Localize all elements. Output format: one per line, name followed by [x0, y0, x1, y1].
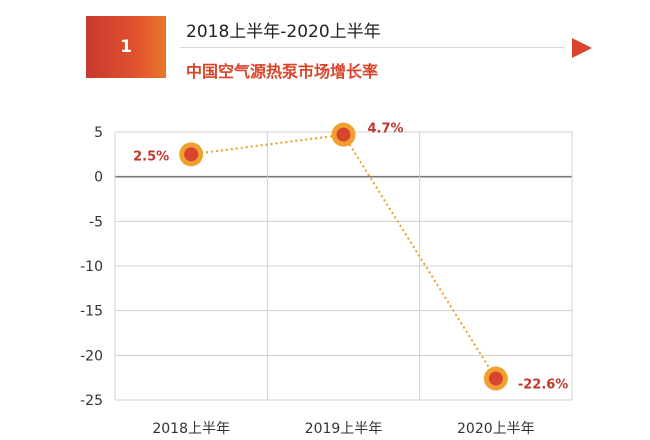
y-tick-label: -25	[80, 393, 103, 409]
series-line-path	[191, 133, 497, 380]
period-heading: 2018上半年-2020上半年	[186, 22, 381, 42]
header-divider	[180, 47, 564, 48]
y-tick-label: -10	[80, 259, 103, 275]
data-label: 2.5%	[133, 149, 169, 164]
data-label: -22.6%	[518, 378, 569, 393]
data-points	[179, 122, 508, 391]
y-tick-label: -5	[89, 214, 103, 230]
y-tick-label: -15	[80, 304, 103, 320]
data-point-core	[336, 127, 351, 142]
data-label: 4.7%	[368, 122, 404, 137]
y-tick-label: 0	[94, 170, 103, 186]
data-labels: 2.5% 4.7% -22.6%	[133, 122, 568, 393]
data-point-core	[184, 147, 199, 162]
series-line	[191, 133, 497, 380]
chart-grid	[114, 131, 573, 401]
chart-title: 中国空气源热泵市场增长率	[186, 62, 379, 81]
header: 1 2018上半年-2020上半年 中国空气源热泵市场增长率	[0, 0, 650, 100]
x-tick-label: 2019上半年	[305, 421, 383, 437]
section-number-badge: 1	[86, 16, 166, 78]
x-axis-ticks: 2018上半年 2019上半年 2020上半年	[152, 421, 534, 437]
y-tick-label: 5	[94, 125, 103, 141]
next-arrow-icon[interactable]	[572, 38, 592, 58]
x-tick-label: 2020上半年	[457, 421, 535, 437]
y-axis-ticks: 5 0 -5 -10 -15 -20 -25	[80, 125, 103, 409]
x-tick-label: 2018上半年	[152, 421, 230, 437]
data-point-core	[488, 371, 503, 386]
y-tick-label: -20	[80, 348, 103, 364]
